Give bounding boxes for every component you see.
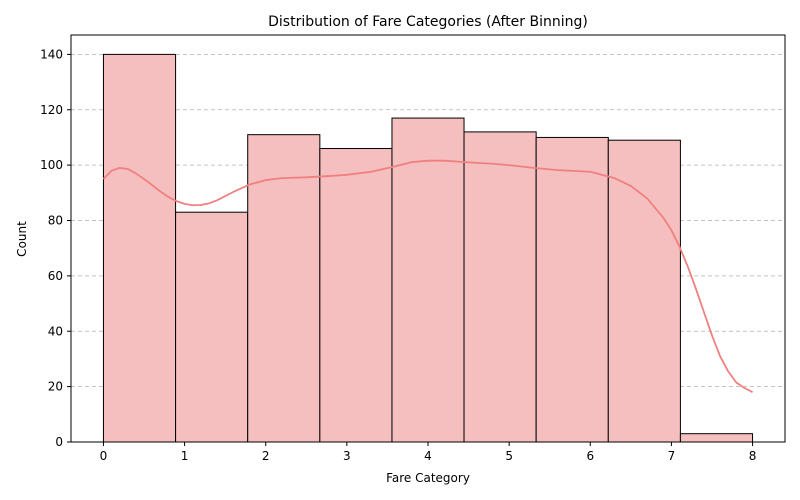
histogram-bar-5 xyxy=(463,131,537,443)
x-axis-ticks: 0 1 2 3 4 5 6 7 8 xyxy=(100,442,757,463)
kde-line xyxy=(102,159,753,393)
x-tick-label: 7 xyxy=(668,449,676,463)
x-tick-label: 2 xyxy=(262,449,270,463)
y-tick-label: 0 xyxy=(55,435,63,449)
histogram-bar-3 xyxy=(319,148,393,443)
histogram-bar-0 xyxy=(102,53,177,443)
x-tick-label: 1 xyxy=(181,449,189,463)
y-tick-label: 140 xyxy=(40,47,63,61)
histogram-bar-6 xyxy=(535,136,609,443)
y-tick-label: 120 xyxy=(40,103,63,117)
x-tick-label: 4 xyxy=(424,449,432,463)
y-tick-label: 20 xyxy=(48,380,63,394)
histogram-bar-2 xyxy=(247,134,321,443)
kde-layer xyxy=(102,159,753,393)
y-tick-label: 60 xyxy=(48,269,63,283)
histogram-bar-8 xyxy=(679,433,754,443)
y-tick-label: 100 xyxy=(40,158,63,172)
histogram-bar-7 xyxy=(607,139,681,443)
x-tick-label: 5 xyxy=(505,449,513,463)
x-axis-title: Fare Category xyxy=(386,471,470,485)
x-tick-label: 0 xyxy=(100,449,108,463)
y-tick-label: 80 xyxy=(48,214,63,228)
histogram-bar-4 xyxy=(391,117,465,443)
x-tick-label: 8 xyxy=(749,449,757,463)
x-tick-label: 6 xyxy=(586,449,594,463)
y-axis-title: Count xyxy=(15,221,29,257)
x-tick-label: 3 xyxy=(343,449,351,463)
chart-title: Distribution of Fare Categories (After B… xyxy=(268,14,588,30)
y-tick-label: 40 xyxy=(48,324,63,338)
histogram-bar-1 xyxy=(175,211,249,443)
y-axis-ticks: 0 20 40 60 80 100 120 140 xyxy=(40,47,71,449)
